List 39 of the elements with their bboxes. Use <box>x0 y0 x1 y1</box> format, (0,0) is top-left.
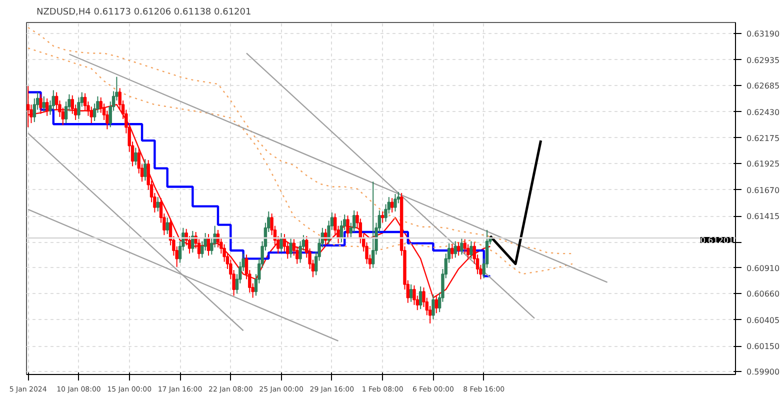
line-series <box>27 47 574 275</box>
y-tick-label: 0.59900 <box>746 368 780 377</box>
candlestick <box>418 286 422 310</box>
ref-line-label: 0.61201 <box>700 236 734 246</box>
y-tick-label: 0.60660 <box>746 290 780 299</box>
y-tick-label: 0.62175 <box>746 134 780 143</box>
candlestick <box>470 240 473 260</box>
y-tick-label: 0.61670 <box>746 186 780 195</box>
candlestick <box>456 242 460 256</box>
candlestick <box>380 210 384 224</box>
y-tick-label: 0.60150 <box>746 342 780 352</box>
candlestick <box>280 232 283 254</box>
candlestick <box>156 196 160 212</box>
candlestick <box>289 238 292 258</box>
candlestick <box>409 284 413 302</box>
candlestick <box>144 158 147 182</box>
candlestick <box>390 198 394 213</box>
y-tick-label: 0.61925 <box>746 160 780 169</box>
y-tick-label: 0.60405 <box>746 316 780 325</box>
y-tick-label: 0.62430 <box>746 108 780 117</box>
y-tick-label: 0.60910 <box>746 264 780 273</box>
candlestick <box>42 96 46 112</box>
line-series <box>27 26 574 254</box>
y-tick-label: 0.63190 <box>746 30 780 39</box>
y-tick-label: 0.61415 <box>746 212 780 222</box>
y-tick-label: 0.62685 <box>746 82 780 91</box>
candlestick <box>77 96 80 120</box>
candlestick <box>191 230 194 254</box>
candlestick <box>166 217 169 235</box>
candlestick <box>432 294 435 320</box>
candlestick <box>134 147 138 166</box>
candlestick <box>394 193 397 212</box>
candlestick <box>454 240 457 258</box>
y-tick-label: 0.62935 <box>746 56 780 65</box>
candlestick <box>450 244 454 260</box>
chart-title: NZDUSD,H4 0.61173 0.61206 0.61138 0.61201 <box>36 8 252 18</box>
candlestick <box>371 181 375 268</box>
candlestick <box>460 238 464 256</box>
candlestick <box>346 215 350 239</box>
